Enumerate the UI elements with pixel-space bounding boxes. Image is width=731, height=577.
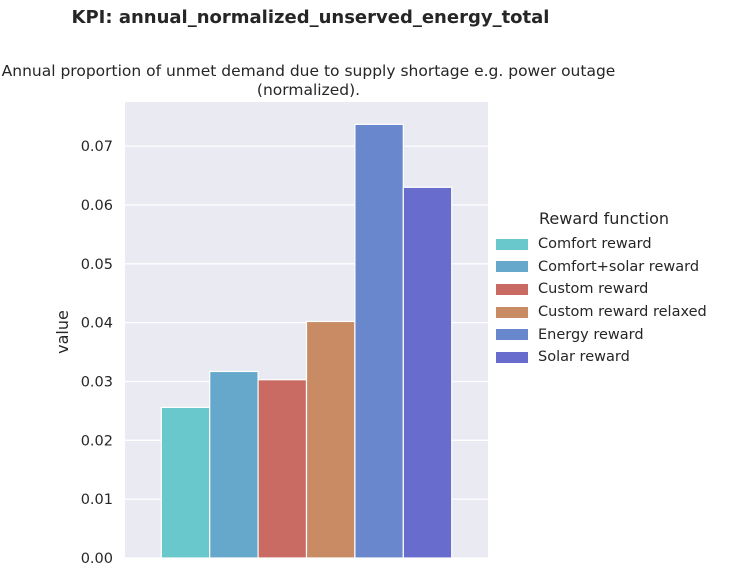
y-tick-label: 0.02 — [81, 433, 113, 449]
y-tick-label: 0.04 — [81, 316, 113, 332]
legend-item: Comfort reward — [496, 233, 707, 256]
bar-comfort-reward — [160, 406, 211, 559]
bar-custom-reward-relaxed — [305, 320, 356, 559]
legend-label: Custom reward — [538, 281, 649, 298]
legend-label: Comfort reward — [538, 236, 652, 253]
y-axis-ticks: 0.00 0.01 0.02 0.03 0.04 0.05 0.06 0.07 — [81, 139, 113, 567]
y-tick-label: 0.01 — [81, 492, 113, 508]
legend-swatch — [496, 329, 528, 341]
chart-suptitle: KPI: annual_normalized_unserved_energy_t… — [71, 7, 550, 28]
legend-swatch — [496, 351, 528, 363]
legend-swatch — [496, 283, 528, 295]
legend-label: Comfort+solar reward — [538, 258, 700, 275]
y-tick-label: 0.00 — [81, 551, 113, 567]
legend-label: Energy reward — [538, 326, 644, 343]
legend-item: Custom reward relaxed — [496, 301, 707, 324]
bar-custom-reward — [257, 379, 308, 559]
legend-swatch — [496, 261, 528, 273]
legend-title: Reward function — [539, 209, 670, 228]
y-tick-label: 0.03 — [81, 374, 113, 390]
legend-item: Comfort+solar reward — [496, 256, 707, 279]
legend-label: Solar reward — [538, 349, 630, 366]
y-tick-label: 0.06 — [81, 198, 113, 214]
legend-item: Energy reward — [496, 323, 707, 346]
y-tick-label: 0.05 — [81, 257, 113, 273]
legend-item: Custom reward — [496, 278, 707, 301]
y-axis-label: value — [53, 310, 72, 354]
legend-item: Solar reward — [496, 346, 707, 369]
bar-solar-reward — [402, 186, 453, 559]
legend-label: Custom reward relaxed — [538, 304, 707, 321]
bar-energy-reward — [354, 123, 404, 559]
bars — [160, 123, 453, 559]
legend-swatch — [496, 306, 528, 318]
bar-comfort-solar-reward — [209, 370, 259, 559]
legend-swatch — [496, 238, 528, 250]
legend: Reward function Comfort reward Comfort+so… — [496, 209, 707, 369]
y-tick-label: 0.07 — [81, 139, 113, 155]
chart-title: Annual proportion of unmet demand due to… — [1, 62, 616, 99]
legend-items: Comfort reward Comfort+solar reward Custom… — [496, 233, 707, 369]
